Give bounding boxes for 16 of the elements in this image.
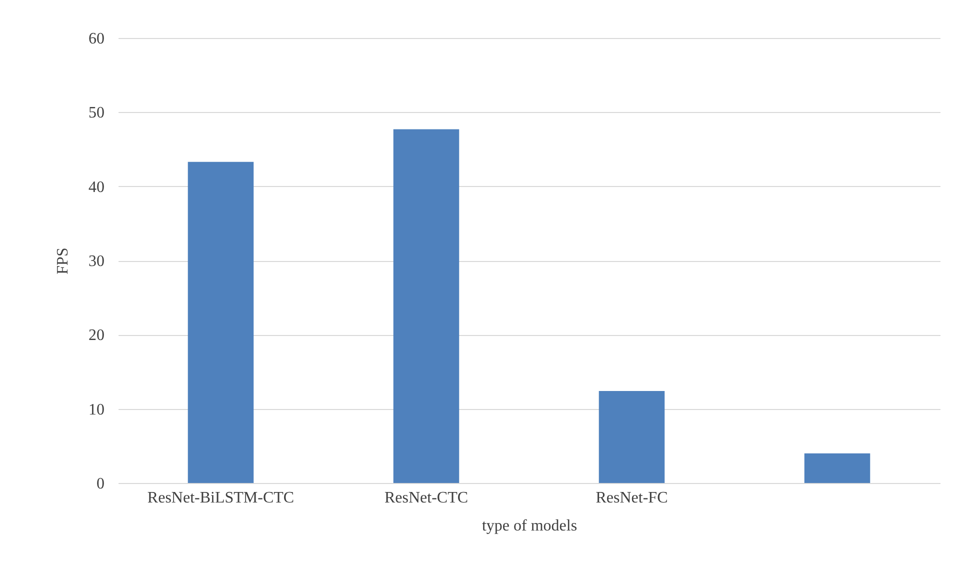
y-tick-label: 20 xyxy=(88,327,104,344)
y-tick-label: 0 xyxy=(96,476,104,492)
x-tick-label: ResNet-FC xyxy=(596,490,668,506)
x-tick-label: ResNet-CTC xyxy=(384,490,468,506)
y-tick-label: 30 xyxy=(88,253,104,270)
y-axis-title: FPS xyxy=(54,248,72,274)
x-tick-label: ResNet-BiLSTM-CTC xyxy=(147,490,294,506)
bar xyxy=(393,129,460,483)
y-tick-label: 40 xyxy=(88,178,104,196)
x-axis-title: type of models xyxy=(482,518,578,534)
bar xyxy=(188,162,254,483)
bar xyxy=(598,391,665,483)
y-tick-label: 10 xyxy=(88,401,104,418)
y-tick-label: 50 xyxy=(88,104,104,122)
y-tick-label: 60 xyxy=(88,30,104,48)
bar xyxy=(804,453,870,483)
